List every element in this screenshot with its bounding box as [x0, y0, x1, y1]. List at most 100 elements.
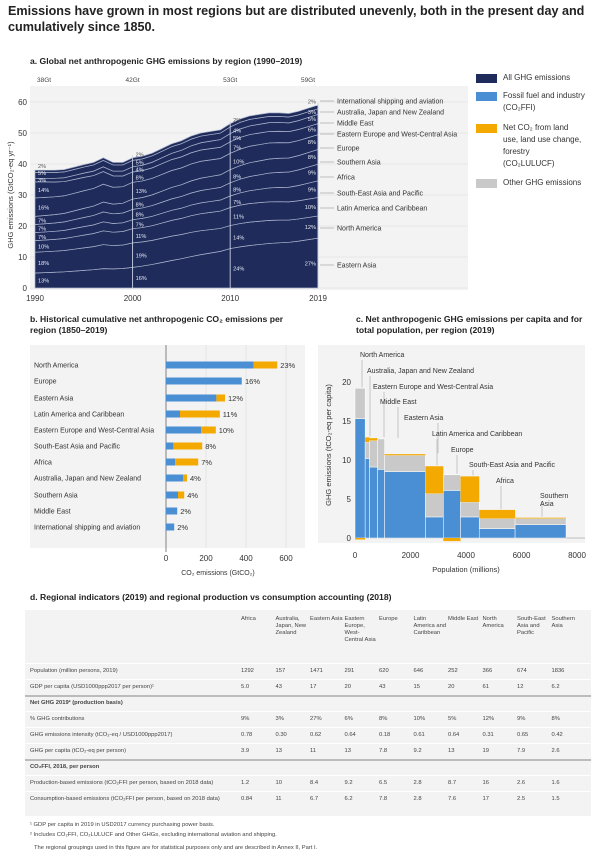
table-cell: 8%: [379, 716, 388, 722]
share-label: 7%: [136, 222, 144, 228]
bar-fossil: [166, 410, 180, 418]
table-cell: 2.6: [551, 748, 560, 754]
table-cell: 6.5: [379, 780, 388, 786]
table-cell: 1.2: [241, 780, 250, 786]
region-label: Australia, Japan and New Zealand: [367, 368, 474, 375]
row-divider: [25, 711, 591, 712]
share-label: 6%: [308, 127, 316, 133]
table-cell: 9%: [517, 716, 526, 722]
region-label: Africa: [496, 478, 514, 485]
share-label: 5%: [38, 171, 46, 177]
column-header: Eastern Asia: [310, 616, 343, 622]
row-divider: [25, 759, 591, 761]
row-label: % GHG contributions: [30, 716, 85, 722]
table-cell: 11: [310, 748, 317, 754]
bar-value-label: 11%: [223, 410, 238, 419]
table-cell: 0.62: [310, 732, 322, 738]
table-cell: 3%: [275, 716, 284, 722]
share-label: 9%: [308, 187, 316, 193]
table-cell: 7.8: [379, 796, 388, 802]
category-label: North America: [34, 363, 78, 370]
row-label: GHG per capita (tCO₂-eq per person): [30, 748, 127, 754]
row-label: Population (million persons, 2019): [30, 668, 118, 674]
table-cell: 0.84: [241, 796, 253, 802]
legend-label: Other GHG emissions: [503, 178, 582, 187]
column-header: Southern Asia: [551, 616, 576, 629]
column-header: Latin America and Caribbean: [413, 616, 447, 636]
category-label: Southern Asia: [34, 493, 78, 500]
row-label: Production-based emissions (tCO₂FFI per …: [30, 780, 214, 786]
total-label: 53Gt: [223, 77, 237, 84]
share-label: 14%: [38, 188, 49, 194]
legend-label: Net CO₂ from land use, land use change, …: [503, 123, 582, 168]
row-divider: [25, 695, 591, 697]
region-label: North America: [360, 352, 404, 359]
share-label: 5%: [233, 136, 241, 142]
table-cell: 252: [448, 668, 458, 674]
x-tick-label: 200: [199, 554, 213, 563]
footnote: The regional groupings used in this figu…: [34, 845, 318, 851]
y-tick-label: 5: [347, 495, 352, 504]
y-tick-label: 60: [18, 98, 27, 107]
bar-lulucf: [180, 410, 220, 418]
region-label: International shipping and aviation: [337, 99, 443, 106]
share-label: 16%: [136, 276, 147, 282]
table-cell: 9%: [241, 716, 250, 722]
column-header: Eastern Europe, West-Central Asia: [344, 616, 376, 643]
share-label: 19%: [136, 253, 147, 259]
bar-fossil-australia-japan-and-new-zealand: [364, 458, 370, 539]
bar-lulucf-eastern-asia: [384, 454, 426, 456]
bar-fossil-southern-asia: [514, 524, 567, 539]
region-label: Eastern Asia: [404, 415, 443, 422]
y-tick-label: 10: [18, 253, 27, 262]
bar-other-africa: [478, 518, 516, 529]
x-tick-label: 2019: [309, 294, 327, 303]
bar-lulucf: [216, 394, 225, 402]
share-label: 16%: [38, 205, 49, 211]
table-cell: 1.6: [551, 780, 560, 786]
bar-other-europe: [443, 474, 461, 491]
bar-lulucf-eastern-europe-and-west-central-asia: [369, 438, 378, 441]
table-cell: 6%: [344, 716, 353, 722]
bar-other-middle-east: [377, 438, 385, 470]
table-cell: 20: [448, 684, 455, 690]
bar-fossil: [166, 523, 175, 531]
table-cell: 7.8: [379, 748, 388, 754]
bar-lulucf: [175, 458, 199, 466]
table-cell: 27%: [310, 716, 322, 722]
table-cell: 3.9: [241, 748, 250, 754]
share-label: 13%: [136, 189, 147, 195]
section-header: CO₂FFI, 2018, per person: [30, 764, 100, 770]
region-label: Middle East: [380, 399, 417, 406]
table-cell: 0.78: [241, 732, 253, 738]
bar-fossil-eastern-europe-and-west-central-asia: [369, 466, 378, 539]
share-label: 14%: [233, 235, 244, 241]
region-label: Southern Asia: [540, 493, 569, 508]
region-label: Europe: [451, 447, 474, 454]
table-cell: 6.7: [310, 796, 319, 802]
table-cell: 1836: [551, 668, 565, 674]
table-cell: 6.2: [551, 684, 560, 690]
table-cell: 1292: [241, 668, 254, 674]
y-tick-label: 20: [18, 222, 27, 231]
share-label: 10%: [233, 160, 244, 166]
table-cell: 9.2: [413, 748, 422, 754]
table-cell: 8%: [551, 716, 560, 722]
share-label: 7%: [38, 219, 46, 225]
table-cell: 0.61: [413, 732, 425, 738]
regional-indicators-table: Africa Australia, Japan, New Zealand Easte…: [25, 610, 591, 816]
row-label: GHG emissions intensity (tCO₂-eq / USD10…: [30, 732, 173, 738]
share-label: 4%: [233, 128, 241, 134]
y-tick-label: 15: [342, 417, 351, 426]
y-tick-label: 0: [347, 534, 352, 543]
y-axis-label: GHG emissions (GtCO₂-eq yr⁻¹): [6, 141, 15, 249]
bar-other-southern-asia: [514, 518, 567, 525]
region-label: Europe: [337, 146, 360, 153]
region-label: Africa: [337, 175, 355, 182]
table-cell: 43: [275, 684, 282, 690]
share-label: 8%: [233, 188, 241, 194]
bar-lulucf: [253, 361, 278, 369]
table-cell: 0.31: [482, 732, 494, 738]
bar-value-label: 16%: [245, 377, 260, 386]
region-label: Australia, Japan and New Zealand: [337, 110, 444, 117]
